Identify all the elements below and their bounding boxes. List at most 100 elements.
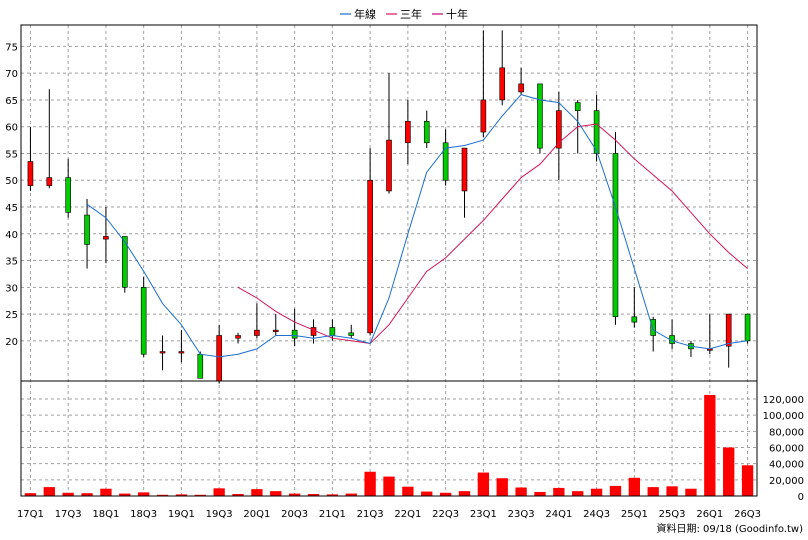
- candle-body: [367, 179, 373, 334]
- x-tick-label: 18Q3: [130, 509, 157, 520]
- volume-bar: [534, 491, 546, 496]
- volume-bar: [62, 492, 74, 496]
- x-tick-label: 25Q1: [621, 509, 648, 520]
- candle-body: [386, 139, 392, 192]
- x-tick-label: 17Q3: [55, 509, 82, 520]
- volume-tick-label: 20,000: [769, 476, 804, 487]
- candle-body: [178, 351, 185, 354]
- volume-tick-label: 80,000: [769, 427, 804, 438]
- volume-bar: [685, 488, 697, 496]
- candle-body: [631, 316, 638, 323]
- volume-bar: [402, 486, 414, 496]
- candle-body: [216, 335, 222, 382]
- price-tick-label: 55: [5, 149, 18, 160]
- moving-average-lines: [86, 94, 748, 358]
- candle-body: [744, 313, 751, 342]
- volume-bar: [194, 494, 206, 496]
- candle-body: [27, 161, 34, 186]
- price-tick-label: 50: [5, 176, 18, 187]
- volume-bar: [647, 487, 659, 496]
- volume-bar: [43, 487, 55, 496]
- volume-tick-label: 100,000: [763, 411, 804, 422]
- volume-bar: [288, 493, 301, 496]
- x-tick-label: 25Q3: [659, 509, 686, 520]
- candle-body: [574, 102, 581, 111]
- candle-body: [518, 83, 524, 93]
- candle-body: [329, 327, 336, 336]
- candle-body: [140, 287, 147, 355]
- x-tick-label: 24Q1: [545, 509, 572, 520]
- candle-body: [556, 110, 562, 149]
- x-tick-label: 21Q3: [357, 509, 384, 520]
- volume-bar: [515, 487, 527, 496]
- volume-bar: [496, 478, 508, 496]
- volume-bar: [590, 488, 603, 496]
- x-tick-label: 26Q3: [734, 509, 761, 520]
- volume-bar: [609, 485, 622, 496]
- price-tick-label: 20: [5, 337, 18, 348]
- volume-tick-label: 120,000: [763, 395, 804, 406]
- x-tick-label: 26Q1: [696, 509, 723, 520]
- x-tick-label: 23Q1: [470, 509, 497, 520]
- volume-bar: [666, 486, 678, 496]
- volume-bar: [175, 494, 188, 496]
- candle-body: [725, 313, 732, 347]
- candle-body: [65, 177, 71, 213]
- x-tick-label: 17Q1: [17, 509, 44, 520]
- volume-bar: [553, 487, 565, 496]
- volume-bar: [232, 493, 244, 496]
- candle-body: [272, 329, 279, 332]
- ma-year-line: [86, 94, 748, 358]
- volume-tick-label: 60,000: [769, 444, 804, 455]
- candle-body: [291, 329, 298, 339]
- volume-bar: [704, 394, 716, 496]
- legend-label-ma10: 十年: [446, 7, 468, 21]
- x-tick-label: 22Q3: [432, 509, 459, 520]
- x-tick-label: 20Q1: [243, 509, 270, 520]
- volume-bar: [81, 493, 93, 496]
- price-tick-label: 40: [5, 230, 18, 241]
- volume-bars: [24, 394, 754, 496]
- axis-labels: 20 25 30 35 40 45 50 55 60 65 70 75 0 20,000 40,000 60,…: [5, 42, 804, 520]
- x-tick-label: 23Q3: [508, 509, 535, 520]
- candle-body: [235, 335, 241, 339]
- candle-body: [197, 353, 204, 379]
- candle-body: [348, 332, 355, 336]
- volume-bar: [572, 491, 584, 496]
- x-tick-label: 20Q3: [281, 509, 308, 520]
- candle-body: [593, 110, 600, 154]
- price-tick-label: 65: [5, 96, 18, 107]
- data-source-note: 資料日期: 09/18 (Goodinfo.tw): [656, 522, 803, 535]
- volume-bar: [270, 491, 282, 496]
- x-tick-label: 24Q3: [583, 509, 610, 520]
- candle-body: [103, 236, 109, 240]
- candle-body: [537, 83, 543, 149]
- volume-bar: [326, 494, 339, 496]
- volume-bar: [24, 493, 37, 496]
- chart-legend: 年線 三年 十年: [340, 7, 468, 21]
- candle-body: [46, 177, 53, 186]
- volume-bar: [364, 471, 376, 496]
- candle-body: [405, 121, 411, 144]
- volume-bar: [741, 465, 754, 496]
- price-tick-label: 30: [5, 283, 18, 294]
- volume-bar: [723, 447, 735, 496]
- volume-tick-label: 40,000: [769, 460, 804, 471]
- price-tick-label: 35: [5, 257, 18, 268]
- volume-bar: [138, 492, 150, 496]
- x-tick-label: 22Q1: [394, 509, 421, 520]
- volume-bar: [213, 488, 225, 496]
- price-tick-label: 75: [5, 42, 18, 53]
- x-tick-label: 21Q1: [319, 509, 346, 520]
- candle-body: [159, 351, 166, 354]
- volume-bar: [628, 477, 640, 496]
- candle-body: [480, 99, 487, 133]
- volume-bar: [345, 493, 357, 496]
- volume-tick-label: 0: [798, 492, 804, 503]
- volume-bar: [458, 491, 471, 496]
- candle-body: [499, 67, 506, 101]
- volume-bar: [421, 491, 433, 496]
- x-tick-label: 18Q1: [92, 509, 119, 520]
- volume-bar: [100, 488, 112, 496]
